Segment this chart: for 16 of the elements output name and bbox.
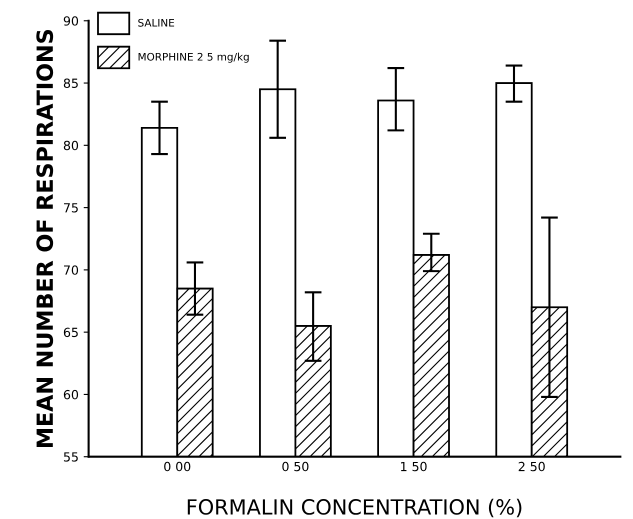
legend-label: SALINE bbox=[138, 18, 174, 27]
y-tick-label: 65 bbox=[64, 328, 78, 338]
y-tick-label: 60 bbox=[64, 390, 78, 400]
x-tick-label: 1 50 bbox=[401, 462, 427, 472]
y-tick-label: 55 bbox=[64, 452, 78, 462]
x-axis-title: FORMALIN CONCENTRATION (%) bbox=[188, 498, 522, 518]
y-axis-title: MEAN NUMBER OF RESPIRATIONS bbox=[36, 30, 54, 448]
y-tick-label: 90 bbox=[64, 16, 78, 26]
x-tick-label: 2 50 bbox=[518, 462, 545, 472]
x-tick-label: 0 00 bbox=[164, 462, 190, 472]
y-tick-label: 75 bbox=[64, 203, 78, 213]
x-tick-label: 0 50 bbox=[282, 462, 308, 472]
y-tick-label: 85 bbox=[64, 78, 78, 88]
y-tick-label: 70 bbox=[64, 265, 78, 275]
legend-label: MORPHINE 2 5 mg/kg bbox=[138, 52, 249, 63]
y-tick-label: 80 bbox=[64, 140, 78, 150]
